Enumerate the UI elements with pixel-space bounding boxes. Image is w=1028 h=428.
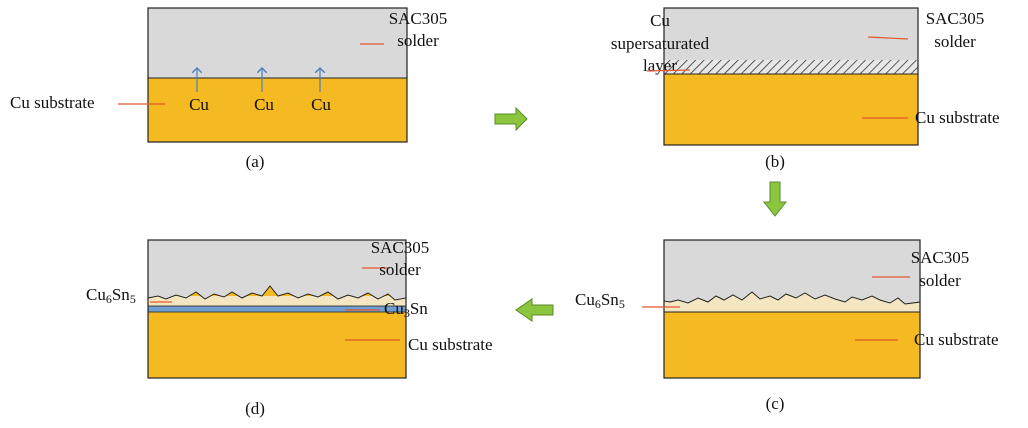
panel-b: SAC305 solder Cu supersaturated layer Cu…	[611, 8, 1000, 171]
atom-label: Cu	[189, 95, 209, 114]
imc-label: Cu6Sn5	[575, 290, 625, 311]
substrate-region	[148, 78, 407, 142]
imc-label: Cu6Sn5	[86, 285, 136, 306]
solder-region	[148, 240, 406, 300]
layer-label: layer	[643, 56, 677, 75]
diagram: Cu Cu Cu SAC305 solder Cu substrate (a) …	[0, 0, 1028, 428]
substrate-label: Cu substrate	[914, 330, 999, 349]
atom-label: Cu	[311, 95, 331, 114]
supersaturated-layer	[664, 60, 918, 74]
imc-label-part: Sn	[112, 285, 130, 304]
imc-label-sub: 5	[619, 297, 625, 311]
panel-a: Cu Cu Cu SAC305 solder Cu substrate (a)	[10, 8, 447, 171]
substrate-label: Cu substrate	[10, 93, 95, 112]
panel-d: SAC305 solder Cu6Sn5 Cu3Sn Cu substrate …	[86, 238, 493, 418]
substrate-label: Cu substrate	[408, 335, 493, 354]
layer-label: supersaturated	[611, 34, 710, 53]
solder-label: solder	[379, 260, 421, 279]
solder-label: solder	[919, 271, 961, 290]
caption: (c)	[766, 394, 785, 413]
imc2-label-part: Sn	[410, 299, 428, 318]
atom-label: Cu	[254, 95, 274, 114]
solder-label: SAC305	[371, 238, 430, 257]
layer-label: Cu	[650, 11, 670, 30]
solder-label: solder	[934, 32, 976, 51]
imc-label-part: Cu	[86, 285, 106, 304]
imc-label-part: Cu	[575, 290, 595, 309]
solder-region	[148, 8, 407, 78]
imc-label-sub: 5	[130, 292, 136, 306]
imc2-label-part: Cu	[384, 299, 404, 318]
solder-label: SAC305	[911, 248, 970, 267]
flow-arrow	[495, 108, 527, 130]
caption: (d)	[245, 399, 265, 418]
caption: (a)	[246, 152, 265, 171]
solder-label: SAC305	[926, 9, 985, 28]
substrate-label: Cu substrate	[915, 108, 1000, 127]
solder-label: solder	[397, 31, 439, 50]
panel-c: SAC305 solder Cu6Sn5 Cu substrate (c)	[575, 240, 999, 413]
cu3sn-layer	[148, 306, 406, 312]
page: {"panels": [ {"id": "a", "caption": "(a)…	[0, 0, 1028, 428]
flow-arrow	[764, 182, 786, 216]
flow-arrow	[516, 299, 553, 321]
imc-label-part: Sn	[601, 290, 619, 309]
solder-region	[664, 240, 920, 304]
caption: (b)	[765, 152, 785, 171]
substrate-region	[664, 74, 918, 145]
solder-label: SAC305	[389, 9, 448, 28]
